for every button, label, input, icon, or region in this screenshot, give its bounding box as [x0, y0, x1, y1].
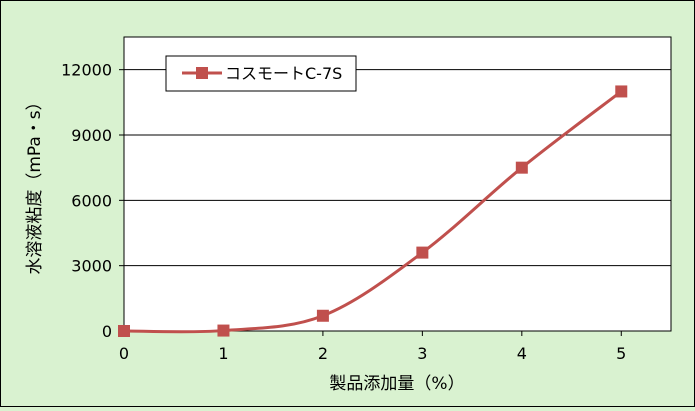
y-tick-label-2: 6000 — [71, 191, 112, 210]
y-tick-label-3: 9000 — [71, 126, 112, 145]
legend-marker-sample — [196, 67, 208, 79]
x-tick-label-4: 4 — [517, 344, 527, 363]
data-point-3 — [416, 246, 429, 259]
data-point-2 — [316, 309, 329, 322]
data-point-1 — [217, 324, 230, 337]
legend-label: コスモートC-7S — [225, 64, 342, 83]
data-point-5 — [615, 85, 628, 98]
x-axis-ticks: 0 1 2 3 4 5 — [119, 331, 626, 363]
x-tick-label-1: 1 — [218, 344, 228, 363]
x-axis-title: 製品添加量（%） — [329, 374, 464, 394]
y-tick-label-4: 12000 — [61, 61, 112, 80]
y-axis-title: 水溶液粘度（mPa・s） — [25, 93, 45, 274]
x-tick-label-2: 2 — [318, 344, 328, 363]
y-tick-label-0: 0 — [102, 322, 112, 341]
x-tick-label-3: 3 — [417, 344, 427, 363]
legend-box — [165, 55, 357, 92]
legend: コスモートC-7S — [165, 55, 357, 92]
x-tick-label-5: 5 — [616, 344, 626, 363]
series-markers — [118, 85, 628, 337]
y-tick-label-1: 3000 — [71, 257, 112, 276]
data-point-4 — [515, 161, 528, 174]
y-axis-ticks: 0 3000 6000 9000 12000 — [61, 61, 124, 341]
data-point-0 — [118, 325, 130, 337]
x-tick-label-0: 0 — [119, 344, 129, 363]
